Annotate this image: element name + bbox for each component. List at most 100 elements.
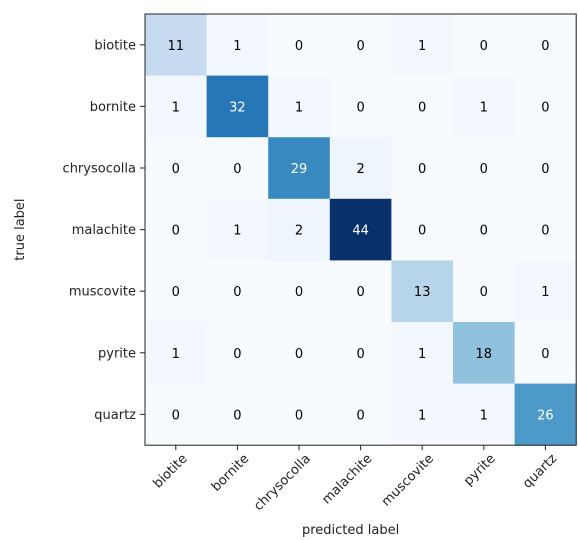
cell-value-label: 0 [356, 39, 364, 54]
heatmap-cell-chrysocolla-pyrite [453, 137, 516, 200]
cell-value-label: 0 [418, 224, 426, 239]
cell-value-label: 0 [233, 408, 241, 423]
heatmap-cell-bornite-bornite [206, 75, 269, 138]
cell-value-label: 0 [172, 285, 180, 300]
cell-value-label: 1 [172, 100, 180, 115]
cell-value-label: 1 [418, 347, 426, 362]
heatmap-cell-pyrite-muscovite [391, 322, 454, 385]
cell-value-label: 0 [233, 162, 241, 177]
heatmap-cell-quartz-muscovite [391, 383, 454, 446]
heatmap-cell-biotite-biotite [145, 14, 208, 77]
y-tick-label-quartz: quartz [94, 408, 136, 423]
cell-value-label: 0 [172, 408, 180, 423]
cell-value-label: 29 [291, 162, 308, 177]
heatmap-cell-chrysocolla-bornite [206, 137, 269, 200]
cell-value-label: 2 [356, 162, 364, 177]
heatmap-cell-bornite-quartz [514, 75, 577, 138]
cell-value-label: 0 [541, 224, 549, 239]
cell-value-label: 0 [541, 347, 549, 362]
x-tick-label-chrysocolla: chrysocolla [251, 451, 314, 514]
x-tick-label-quartz: quartz [520, 451, 560, 491]
heatmap-cell-bornite-chrysocolla [268, 75, 331, 138]
cell-value-label: 1 [233, 39, 241, 54]
y-tick-label-malachite: malachite [72, 223, 136, 238]
cell-value-label: 0 [295, 39, 303, 54]
y-tick-label-chrysocolla: chrysocolla [63, 162, 136, 177]
cell-value-label: 0 [480, 39, 488, 54]
heatmap-cell-chrysocolla-chrysocolla [268, 137, 331, 200]
x-tick-label-muscovite: muscovite [379, 451, 437, 509]
heatmap-cell-pyrite-quartz [514, 322, 577, 385]
y-tick-label-bornite: bornite [90, 100, 136, 115]
heatmap-cell-pyrite-pyrite [453, 322, 516, 385]
heatmap-cell-quartz-quartz [514, 383, 577, 446]
cell-value-label: 26 [537, 408, 554, 423]
heatmap-cell-muscovite-bornite [206, 260, 269, 323]
cell-value-label: 0 [356, 347, 364, 362]
heatmap-cell-biotite-bornite [206, 14, 269, 77]
heatmap-cell-malachite-malachite [329, 198, 392, 261]
cell-value-label: 1 [233, 224, 241, 239]
cell-value-label: 1 [480, 408, 488, 423]
cell-value-label: 44 [352, 224, 369, 239]
x-tick-label-pyrite: pyrite [461, 451, 498, 488]
cell-value-label: 1 [541, 285, 549, 300]
cell-value-label: 2 [295, 224, 303, 239]
heatmap-cell-biotite-quartz [514, 14, 577, 77]
heatmap-cell-quartz-malachite [329, 383, 392, 446]
heatmap-cell-muscovite-muscovite [391, 260, 454, 323]
heatmap-cell-malachite-muscovite [391, 198, 454, 261]
x-tick-label-bornite: bornite [209, 451, 252, 494]
cell-value-label: 18 [476, 347, 493, 362]
cell-value-label: 0 [541, 39, 549, 54]
heatmap-cell-bornite-biotite [145, 75, 208, 138]
cell-value-label: 0 [541, 100, 549, 115]
heatmap-cell-biotite-malachite [329, 14, 392, 77]
heatmap-cell-malachite-pyrite [453, 198, 516, 261]
heatmap-cell-quartz-pyrite [453, 383, 516, 446]
cell-value-label: 1 [480, 100, 488, 115]
y-tick-label-muscovite: muscovite [69, 285, 136, 300]
heatmap-cell-muscovite-quartz [514, 260, 577, 323]
heatmap-cell-quartz-bornite [206, 383, 269, 446]
y-axis-label: true label [13, 198, 28, 260]
y-axis-ticks: biotite bornite chrysocolla malachite muscov… [63, 38, 145, 423]
heatmap-cell-bornite-pyrite [453, 75, 516, 138]
cell-value-label: 0 [172, 162, 180, 177]
cell-value-label: 0 [356, 408, 364, 423]
heatmap-cell-pyrite-chrysocolla [268, 322, 331, 385]
y-tick-label-pyrite: pyrite [98, 346, 136, 361]
cell-value-label: 0 [418, 162, 426, 177]
x-tick-label-biotite: biotite [151, 451, 191, 491]
cell-value-label: 1 [418, 408, 426, 423]
cell-value-label: 0 [418, 100, 426, 115]
cell-value-label: 32 [229, 100, 246, 115]
heatmap-cell-quartz-biotite [145, 383, 208, 446]
cell-value-label: 1 [418, 39, 426, 54]
heatmap-cell-muscovite-pyrite [453, 260, 516, 323]
cell-value-label: 0 [295, 408, 303, 423]
cell-value-label: 0 [480, 224, 488, 239]
heatmap-cell-chrysocolla-biotite [145, 137, 208, 200]
cell-value-label: 0 [541, 162, 549, 177]
cell-value-label: 0 [295, 285, 303, 300]
x-tick-label-malachite: malachite [319, 451, 375, 507]
heatmap-cell-chrysocolla-muscovite [391, 137, 454, 200]
heatmap-cell-labels: 11 1 0 0 1 0 01 32 1 0 0 1 00 0 29 2 0 0 00 1 2 44 0 0 00 0 0 0 13 0 1… [168, 39, 554, 424]
cell-value-label: 11 [168, 39, 185, 54]
x-axis-ticks: biotite bornite chrysocolla malachite muscov… [151, 445, 560, 514]
heatmap-cell-quartz-chrysocolla [268, 383, 331, 446]
cell-value-label: 0 [356, 100, 364, 115]
cell-value-label: 0 [172, 224, 180, 239]
cell-value-label: 0 [356, 285, 364, 300]
heatmap-cell-muscovite-chrysocolla [268, 260, 331, 323]
heatmap-cells [145, 14, 577, 446]
heatmap-cell-bornite-muscovite [391, 75, 454, 138]
x-axis-label: predicted label [302, 523, 399, 538]
cell-value-label: 0 [480, 285, 488, 300]
cell-value-label: 0 [295, 347, 303, 362]
heatmap-cell-malachite-chrysocolla [268, 198, 331, 261]
cell-value-label: 1 [295, 100, 303, 115]
heatmap-cell-malachite-biotite [145, 198, 208, 261]
